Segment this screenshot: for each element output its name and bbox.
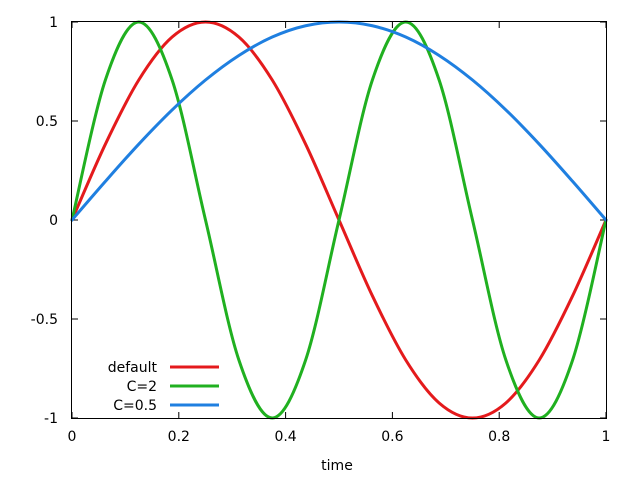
y-tick-label: -1: [44, 411, 58, 427]
y-tick-label: 0: [49, 213, 58, 229]
x-tick-label: 0.8: [488, 429, 510, 445]
ticks-layer: 0 0.2 0.4 0.6 0.8 1 -1 -0.5 0 0.5 1: [31, 15, 611, 445]
series-layer: [70, 20, 608, 420]
x-axis-label: time: [321, 458, 353, 474]
legend-label: C=0.5: [113, 398, 157, 414]
x-tick-label: 0.4: [274, 429, 296, 445]
legend: default C=2 C=0.5: [108, 360, 219, 414]
y-tick-label: 0.5: [36, 114, 58, 130]
legend-label: C=2: [127, 379, 157, 395]
series-line-1: [70, 20, 608, 420]
x-tick-label: 1: [602, 429, 611, 445]
x-tick-label: 0.6: [381, 429, 403, 445]
x-tick-label: 0: [68, 429, 77, 445]
plot-frame: [71, 21, 607, 419]
y-tick-label: 1: [49, 15, 58, 31]
legend-label: default: [108, 360, 158, 376]
series-line-2: [70, 20, 608, 222]
y-tick-label: -0.5: [31, 312, 58, 328]
x-tick-label: 0.2: [168, 429, 190, 445]
